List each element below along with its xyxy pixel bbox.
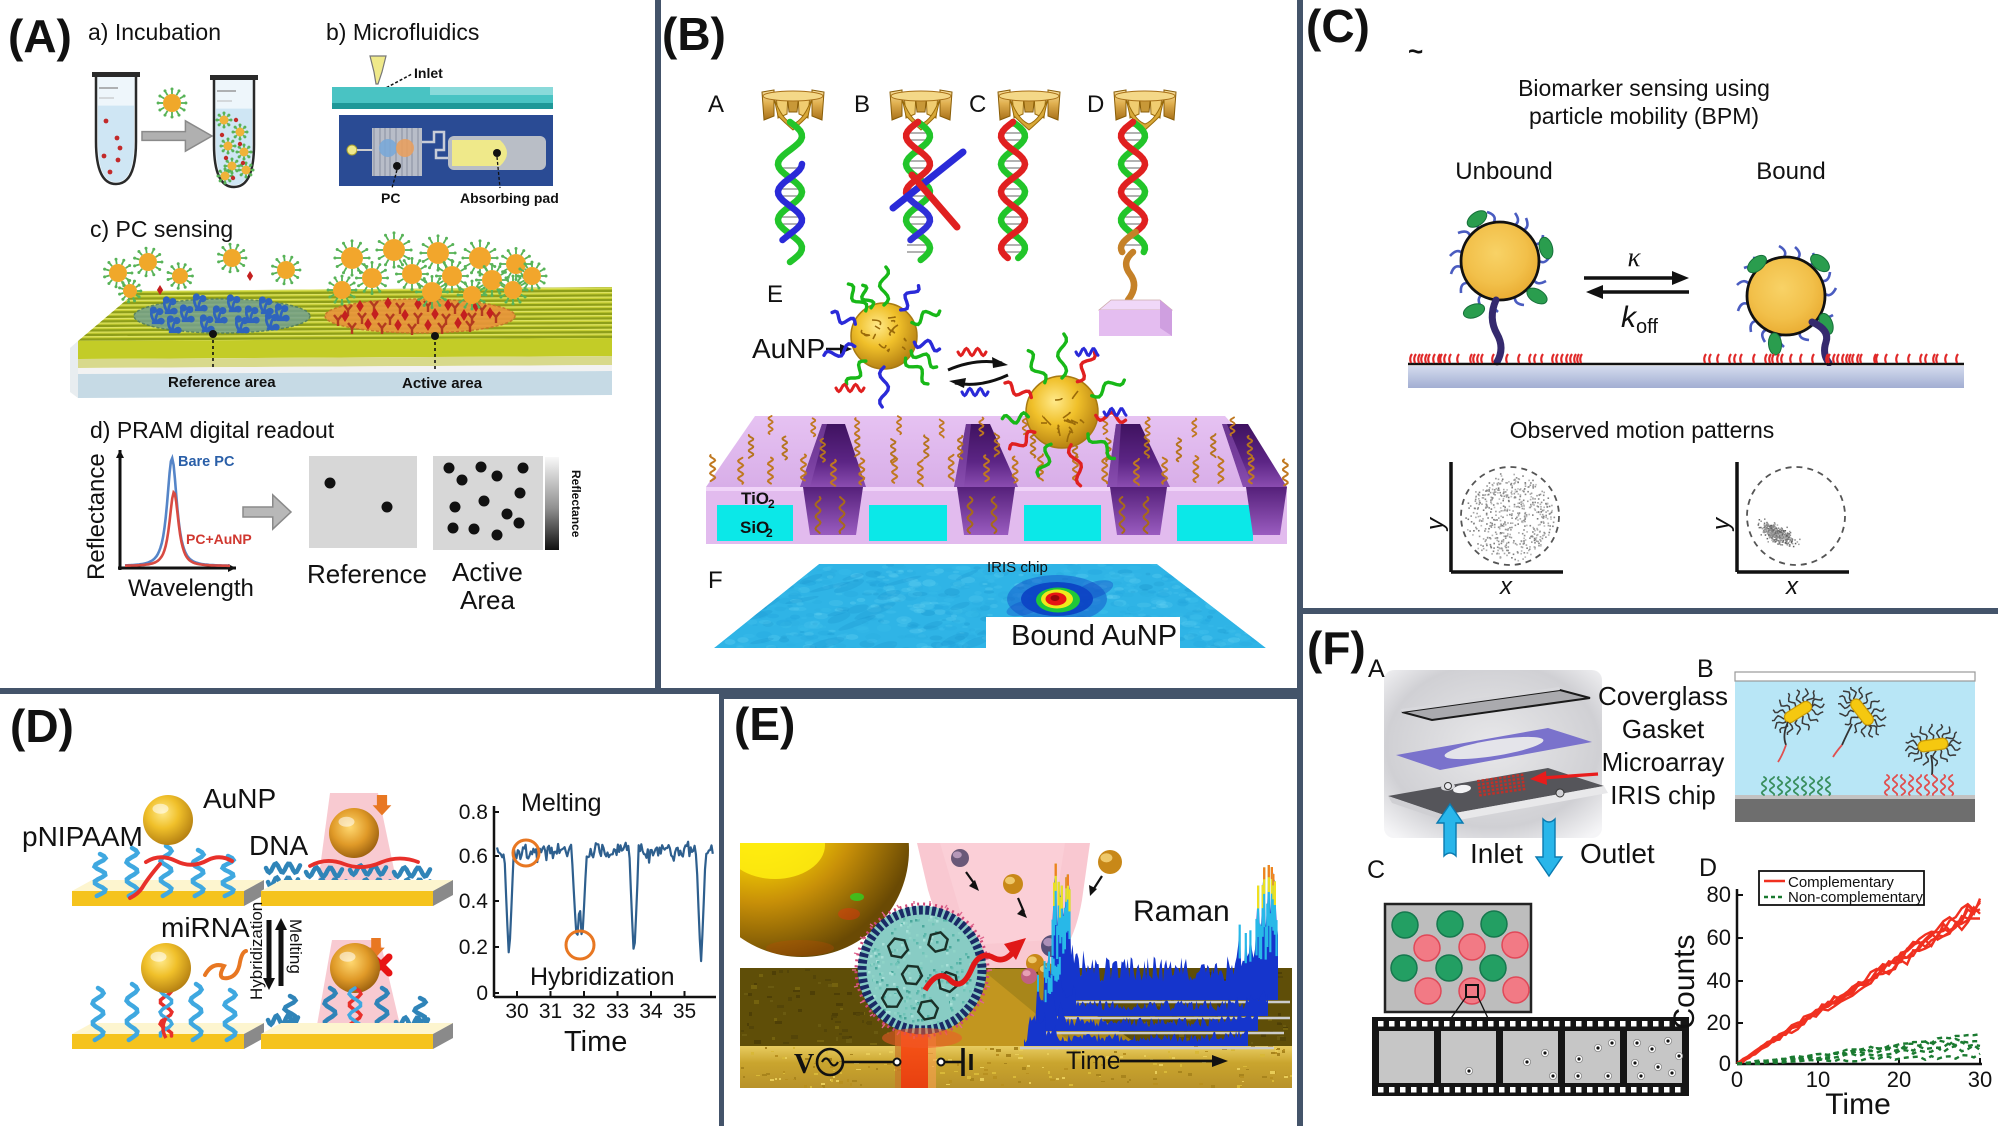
svg-text:c) PC sensing: c) PC sensing	[90, 216, 233, 242]
svg-text:31: 31	[539, 1000, 562, 1023]
svg-text:x: x	[1785, 573, 1799, 600]
svg-text:x: x	[1499, 573, 1513, 600]
svg-text:IRIS chip: IRIS chip	[987, 559, 1048, 576]
svg-text:Hybridization: Hybridization	[247, 902, 266, 1000]
svg-text:Inlet: Inlet	[1470, 838, 1523, 869]
svg-text:k: k	[1621, 301, 1638, 334]
svg-text:D: D	[1087, 91, 1104, 118]
svg-text:(F): (F)	[1307, 622, 1366, 674]
svg-text:Non-complementary: Non-complementary	[1788, 889, 1924, 906]
svg-text:30: 30	[1968, 1067, 1992, 1092]
svg-text:80: 80	[1707, 882, 1731, 907]
svg-text:miRNA: miRNA	[161, 912, 250, 943]
svg-text:Bound: Bound	[1756, 158, 1825, 185]
svg-text:PC+AuNP: PC+AuNP	[186, 531, 252, 547]
svg-text:10: 10	[1806, 1067, 1830, 1092]
svg-text:Observed motion patterns: Observed motion patterns	[1510, 417, 1775, 443]
svg-text:20: 20	[1887, 1067, 1911, 1092]
svg-text:Complementary: Complementary	[1788, 874, 1894, 891]
svg-text:Gasket: Gasket	[1622, 714, 1705, 744]
svg-text:IRIS chip: IRIS chip	[1610, 780, 1716, 810]
svg-text:Bound AuNP: Bound AuNP	[1011, 620, 1177, 652]
svg-text:Reference: Reference	[307, 559, 427, 589]
svg-text:Wavelength: Wavelength	[128, 575, 254, 602]
svg-text:SiO: SiO	[740, 518, 769, 537]
svg-text:2: 2	[766, 526, 773, 540]
svg-text:TiO: TiO	[741, 489, 769, 508]
svg-text:Time: Time	[564, 1026, 627, 1058]
svg-text:Area: Area	[460, 585, 515, 615]
svg-text:~: ~	[1408, 36, 1423, 66]
svg-text:30: 30	[505, 1000, 528, 1023]
svg-text:Active area: Active area	[402, 375, 483, 392]
svg-text:PC: PC	[381, 190, 400, 206]
svg-text:y: y	[1708, 516, 1735, 532]
svg-text:2: 2	[768, 497, 775, 511]
svg-text:0.2: 0.2	[459, 936, 488, 959]
svg-text:Active: Active	[452, 557, 523, 587]
svg-text:V: V	[794, 1049, 814, 1080]
svg-text:A: A	[1368, 655, 1385, 683]
svg-text:32: 32	[572, 1000, 595, 1023]
svg-text:0.6: 0.6	[459, 845, 488, 868]
svg-text:B: B	[854, 91, 870, 118]
svg-text:Hybridization: Hybridization	[530, 963, 675, 991]
svg-text:0.8: 0.8	[459, 801, 488, 824]
svg-text:60: 60	[1707, 925, 1731, 950]
svg-text:35: 35	[673, 1000, 696, 1023]
svg-text:Biomarker sensing using: Biomarker sensing using	[1518, 75, 1770, 101]
svg-text:Unbound: Unbound	[1455, 158, 1552, 185]
svg-text:off: off	[1636, 316, 1658, 338]
svg-text:Coverglass: Coverglass	[1598, 681, 1728, 711]
svg-text:Melting: Melting	[286, 919, 305, 974]
svg-text:κ: κ	[1628, 242, 1642, 272]
svg-text:0: 0	[476, 982, 488, 1005]
svg-text:40: 40	[1707, 968, 1731, 993]
svg-text:Outlet: Outlet	[1580, 838, 1655, 869]
svg-text:AuNP: AuNP	[203, 783, 276, 814]
svg-text:AuNP: AuNP	[752, 333, 825, 364]
svg-text:Absorbing pad: Absorbing pad	[460, 190, 559, 206]
svg-text:y: y	[1422, 516, 1449, 532]
svg-text:a) Incubation: a) Incubation	[88, 19, 221, 45]
svg-text:0: 0	[1719, 1051, 1731, 1076]
svg-text:b) Microfluidics: b) Microfluidics	[326, 19, 479, 45]
svg-text:33: 33	[606, 1000, 629, 1023]
svg-text:(C): (C)	[1306, 0, 1370, 52]
svg-text:E: E	[767, 281, 783, 308]
svg-text:F: F	[708, 567, 723, 594]
svg-text:(B): (B)	[662, 8, 726, 60]
svg-text:Time: Time	[1825, 1088, 1891, 1121]
svg-text:Reflectance: Reflectance	[83, 453, 110, 580]
svg-text:0.4: 0.4	[459, 890, 489, 913]
svg-text:C: C	[1367, 856, 1385, 884]
svg-text:Microarray: Microarray	[1602, 747, 1725, 777]
svg-text:34: 34	[639, 1000, 663, 1023]
svg-text:Time: Time	[1066, 1047, 1121, 1075]
svg-text:pNIPAAM: pNIPAAM	[22, 821, 143, 852]
svg-text:Counts: Counts	[1668, 934, 1701, 1029]
svg-text:d) PRAM digital readout: d) PRAM digital readout	[90, 417, 335, 443]
svg-text:particle mobility (BPM): particle mobility (BPM)	[1529, 103, 1759, 129]
svg-text:20: 20	[1707, 1010, 1731, 1035]
svg-text:Bare PC: Bare PC	[178, 454, 235, 470]
svg-text:0: 0	[1731, 1067, 1743, 1092]
svg-text:DNA: DNA	[249, 830, 308, 861]
svg-text:Raman: Raman	[1133, 895, 1230, 928]
svg-text:(E): (E)	[734, 698, 795, 750]
svg-text:Inlet: Inlet	[414, 65, 443, 81]
svg-text:(A): (A)	[8, 10, 72, 62]
svg-text:Melting: Melting	[521, 789, 602, 817]
svg-text:A: A	[708, 91, 724, 118]
svg-text:(D): (D)	[10, 700, 74, 752]
svg-text:B: B	[1697, 655, 1714, 683]
svg-text:C: C	[969, 91, 986, 118]
svg-text:Reference area: Reference area	[168, 374, 276, 391]
svg-text:Reflectance: Reflectance	[569, 470, 583, 538]
svg-text:D: D	[1699, 854, 1717, 882]
